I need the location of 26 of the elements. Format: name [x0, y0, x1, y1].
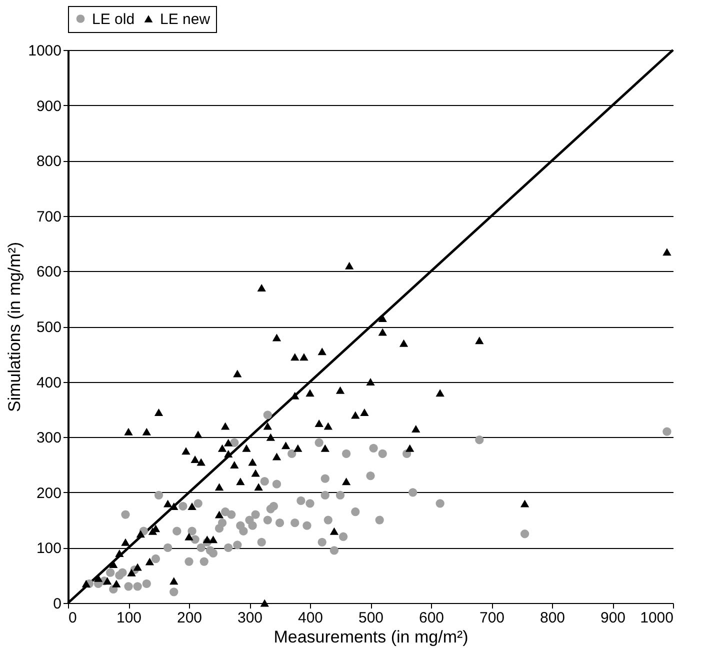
y-tick-label: 800	[36, 153, 62, 170]
x-tick-label: 100	[116, 610, 142, 626]
y-tick-label: 900	[36, 98, 62, 115]
x-tick-label: 200	[176, 610, 202, 626]
x-tick-label: 700	[479, 610, 505, 626]
y-tick-label: 600	[36, 264, 62, 281]
y-tick-label: 700	[36, 208, 62, 226]
x-tick-label: 800	[540, 610, 566, 626]
x-tick-label: 0	[68, 610, 77, 626]
x-tick-label: 600	[418, 610, 444, 626]
y-tick-label: 0	[53, 596, 62, 612]
y-tick-label: 500	[36, 319, 62, 336]
y-tick-label: 1000	[28, 42, 62, 60]
x-tick-label: 500	[358, 610, 384, 626]
x-tick-label: 400	[298, 610, 324, 626]
y-axis-title: Simulations (in mg/m²)	[5, 242, 24, 412]
x-tick-label: 300	[237, 610, 263, 626]
legend-label: LE new	[160, 10, 210, 28]
x-tick-label: 1000	[640, 610, 674, 626]
legend-label: LE old	[92, 10, 135, 28]
y-tick-label: 300	[36, 430, 62, 447]
y-tick-label: 400	[36, 374, 62, 392]
x-tick-label: 900	[600, 610, 626, 626]
y-tick-label: 100	[36, 540, 62, 558]
y-tick-label: 200	[36, 484, 62, 502]
x-axis-title: Measurements (in mg/m²)	[274, 628, 468, 646]
